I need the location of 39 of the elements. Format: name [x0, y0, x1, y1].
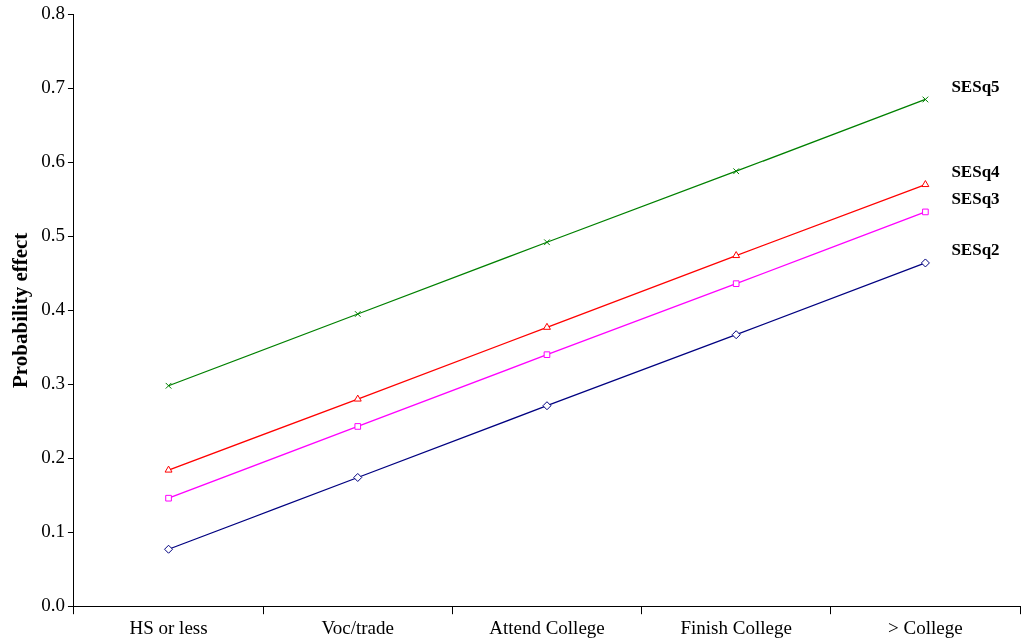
point [922, 208, 929, 216]
point [920, 258, 930, 268]
point [354, 310, 362, 318]
point [922, 96, 929, 103]
y-tick-label: 0.4 [41, 298, 66, 320]
point [164, 544, 174, 554]
y-tick-label: 0.1 [41, 520, 65, 542]
point [921, 180, 930, 188]
series-label: SESq2 [951, 240, 1000, 260]
series-label: SESq4 [951, 161, 1001, 181]
series-label: SESq3 [951, 189, 1000, 209]
x-tick-label: Voc/trade [321, 616, 394, 638]
point [353, 394, 362, 402]
point [354, 423, 362, 430]
point [165, 382, 172, 390]
y-tick-label: 0.5 [41, 224, 65, 246]
y-tick-label: 0.7 [41, 76, 65, 98]
x-tick-label: HS or less [129, 616, 208, 638]
point [732, 280, 740, 287]
x-tick-label: Attend College [489, 616, 605, 638]
point [164, 465, 173, 473]
series-label: SESq5 [951, 76, 1000, 96]
point [543, 322, 551, 330]
x-tick-label: > College [888, 616, 963, 638]
x-tick-label: Finish College [680, 616, 792, 638]
point [732, 251, 741, 259]
point [543, 351, 551, 359]
y-axis-title: Probability effect [8, 232, 33, 388]
y-tick-label: 0.3 [41, 372, 65, 394]
point [543, 238, 551, 246]
y-tick-label: 0.6 [41, 150, 65, 172]
point [542, 401, 552, 411]
point [732, 167, 740, 175]
point [731, 330, 741, 340]
point [353, 472, 363, 482]
y-tick-label: 0.2 [41, 446, 65, 468]
y-tick-label: 0.8 [41, 2, 65, 24]
point [165, 494, 172, 502]
y-tick-label: 0.0 [41, 594, 65, 616]
